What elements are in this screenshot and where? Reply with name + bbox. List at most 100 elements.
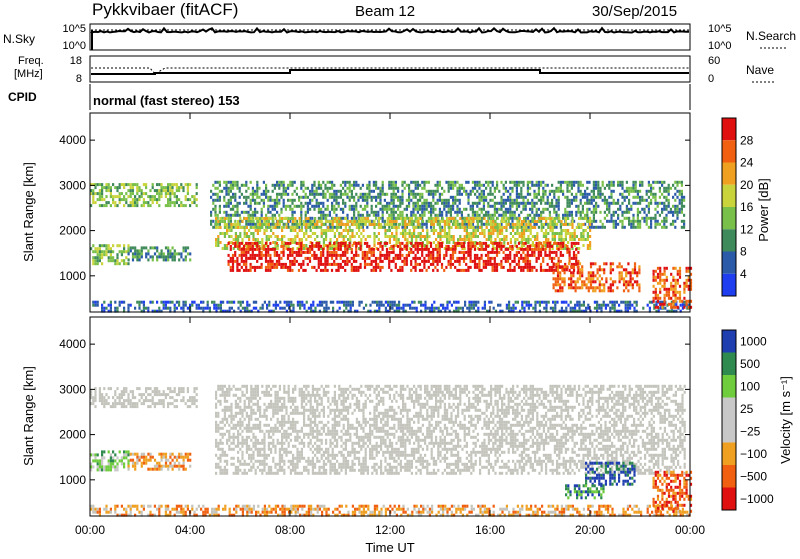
echo-cell xyxy=(465,193,467,196)
echo-cell xyxy=(450,217,452,220)
echo-cell xyxy=(522,257,524,260)
echo-cell xyxy=(329,254,331,257)
echo-cell xyxy=(441,187,443,190)
echo-cell xyxy=(459,235,461,238)
echo-cell xyxy=(239,254,241,257)
echo-cell xyxy=(313,193,315,196)
echo-cell xyxy=(561,265,563,268)
echo-cell xyxy=(236,181,238,184)
echo-cell xyxy=(679,202,681,205)
echo-cell xyxy=(415,184,417,187)
echo-cell xyxy=(373,211,375,214)
echo-cell xyxy=(683,214,685,217)
echo-cell xyxy=(496,202,498,205)
echo-cell xyxy=(527,248,529,251)
echo-cell xyxy=(676,184,678,187)
echo-cell xyxy=(637,223,639,226)
echo-cell xyxy=(189,198,191,201)
echo-cell xyxy=(618,304,620,307)
echo-cell xyxy=(566,187,568,190)
echo-cell xyxy=(243,202,245,205)
echo-cell xyxy=(105,201,107,204)
echo-cell xyxy=(391,301,393,304)
echo-cell xyxy=(116,256,118,259)
echo-cell xyxy=(103,301,105,304)
echo-cell xyxy=(572,307,574,310)
echo-cell xyxy=(302,263,304,266)
echo-cell xyxy=(507,190,509,193)
echo-cell xyxy=(378,307,380,310)
echo-cell xyxy=(478,266,480,269)
echo-cell xyxy=(258,266,260,269)
echo-cell xyxy=(569,248,571,251)
nsky-frame xyxy=(90,24,690,50)
echo-cell xyxy=(423,199,425,202)
echo-cell xyxy=(672,205,674,208)
echo-cell xyxy=(152,186,154,189)
echo-cell xyxy=(360,220,362,223)
echo-cell xyxy=(567,229,569,232)
echo-cell xyxy=(613,202,615,205)
echo-cell xyxy=(257,217,259,220)
echo-cell xyxy=(557,283,559,286)
echo-cell xyxy=(626,181,628,184)
echo-cell xyxy=(441,202,443,205)
echo-cell xyxy=(489,205,491,208)
echo-cell xyxy=(617,214,619,217)
echo-cell xyxy=(346,251,348,254)
echo-cell xyxy=(316,269,318,272)
echo-cell xyxy=(582,232,584,235)
echo-cell xyxy=(343,304,345,307)
echo-cell xyxy=(432,196,434,199)
echo-cell xyxy=(428,217,430,220)
echo-cell xyxy=(566,199,568,202)
echo-cell xyxy=(543,301,545,304)
echo-cell xyxy=(619,262,621,265)
echo-cell xyxy=(445,248,447,251)
echo-cell xyxy=(139,252,141,255)
echo-cell xyxy=(529,208,531,211)
echo-cell xyxy=(571,223,573,226)
echo-cell xyxy=(196,204,198,207)
echo-cell xyxy=(367,220,369,223)
echo-cell xyxy=(185,204,187,207)
echo-cell xyxy=(257,232,259,235)
echo-cell xyxy=(532,220,534,223)
echo-cell xyxy=(335,199,337,202)
echo-cell xyxy=(487,217,489,220)
echo-cell xyxy=(299,220,301,223)
echo-cell xyxy=(323,241,325,244)
echo-cell xyxy=(655,276,657,279)
echo-cell xyxy=(225,205,227,208)
echo-cell xyxy=(254,248,256,251)
echo-cell xyxy=(569,232,571,235)
echo-cell xyxy=(272,184,274,187)
echo-cell xyxy=(302,190,304,193)
echo-cell xyxy=(130,195,132,198)
echo-cell xyxy=(420,304,422,307)
echo-cell xyxy=(406,214,408,217)
echo-cell xyxy=(564,268,566,271)
echo-cell xyxy=(228,193,230,196)
echo-cell xyxy=(303,220,305,223)
echo-cell xyxy=(533,214,535,217)
echo-cell xyxy=(506,307,508,310)
echo-cell xyxy=(263,199,265,202)
echo-cell xyxy=(280,211,282,214)
echo-cell xyxy=(252,242,254,245)
echo-cell xyxy=(531,211,533,214)
echo-cell xyxy=(512,307,514,310)
echo-cell xyxy=(389,301,391,304)
echo-cell xyxy=(603,262,605,265)
echo-cell xyxy=(446,307,448,310)
echo-cell xyxy=(551,245,553,248)
echo-cell xyxy=(134,255,136,258)
echo-cell xyxy=(302,260,304,263)
echo-cell xyxy=(455,307,457,310)
echo-cell xyxy=(419,208,421,211)
echo-cell xyxy=(525,223,527,226)
echo-cell xyxy=(540,202,542,205)
echo-cell xyxy=(521,223,523,226)
echo-cell xyxy=(402,217,404,220)
echo-cell xyxy=(358,304,360,307)
